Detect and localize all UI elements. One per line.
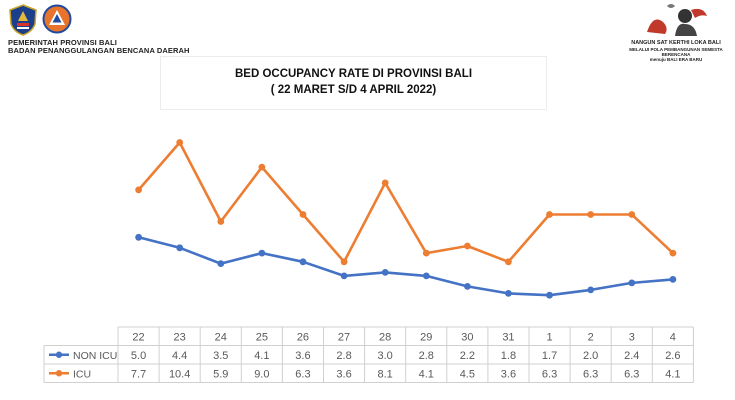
table-value-non-icu: 1.8 [501,350,516,362]
data-point-icu-1 [546,211,553,218]
data-point-icu-31 [505,258,512,266]
table-value-icu: 7.7 [131,368,146,380]
data-point-non-icu-26 [299,258,307,266]
x-tick-label: 27 [338,331,350,343]
bali-province-emblem-icon [9,4,37,36]
org-name-line1: PEMERINTAH PROVINSI BALI [8,38,117,47]
motto-subtitle-2: BERENCANA [661,52,691,57]
table-value-icu: 3.6 [501,368,516,380]
data-point-non-icu-29 [422,272,430,280]
x-tick-label: 24 [215,331,227,343]
x-tick-label: 29 [420,331,432,343]
motto-subtitle-1: MELALUI POLA PEMBANGUNAN SEMESTA [629,47,723,52]
table-value-non-icu: 2.8 [336,350,351,362]
table-value-icu: 10.4 [169,368,190,380]
table-value-icu: 6.3 [295,368,310,380]
motto-subtitle-3: menuju BALI ERA BARU [649,57,703,62]
header-left: PEMERINTAH PROVINSI BALI BADAN PENANGGUL… [8,4,248,55]
table-value-non-icu: 2.0 [583,350,598,362]
table-value-non-icu: 3.0 [378,350,393,362]
nangun-sat-kerthi-emblem-icon [647,4,707,36]
x-tick-label: 25 [256,331,268,343]
data-point-icu-3 [628,211,636,218]
legend-swatch-marker-icu [55,370,63,377]
table-value-non-icu: 3.6 [295,350,310,362]
table-value-icu: 6.3 [624,368,639,380]
data-point-non-icu-24 [217,260,225,267]
table-value-icu: 5.9 [213,368,228,380]
table-value-icu: 4.5 [460,368,475,380]
table-value-icu: 4.1 [665,368,680,380]
x-tick-label: 28 [379,331,391,343]
data-point-icu-26 [299,211,307,218]
table-value-non-icu: 1.7 [542,350,557,362]
data-point-icu-22 [135,186,143,194]
table-value-non-icu: 2.4 [624,350,639,362]
data-point-icu-27 [340,258,348,266]
x-tick-label: 31 [502,331,514,343]
data-point-icu-29 [422,249,430,257]
org-name-line2: BADAN PENANGGULANGAN BENCANA DAERAH [8,46,190,55]
x-tick-label: 22 [132,331,144,343]
motto-title: NANGUN SAT KERTHI LOKA BALI [631,40,721,46]
data-point-icu-2 [587,211,595,218]
data-point-icu-30 [464,242,471,250]
data-point-non-icu-1 [546,291,553,299]
data-point-icu-23 [176,139,184,146]
x-tick-label: 30 [461,331,473,343]
table-value-non-icu: 2.6 [665,350,680,362]
table-value-non-icu: 5.0 [131,350,146,362]
table-value-non-icu: 2.2 [460,350,475,362]
table-value-icu: 6.3 [542,368,557,380]
legend-label-non-icu: NON ICU [73,350,117,362]
x-tick-label: 26 [297,331,309,343]
chart-subtitle: ( 22 MARET S/D 4 APRIL 2022) [270,84,437,96]
x-tick-label: 23 [174,331,186,343]
legend-swatch-marker-non-icu [55,351,63,358]
chart-title: BED OCCUPANCY RATE DI PROVINSI BALI [234,68,473,80]
x-tick-label: 2 [588,331,594,343]
x-tick-label: 3 [629,331,635,343]
data-point-non-icu-4 [669,276,677,283]
x-tick-label: 1 [546,331,552,343]
data-point-non-icu-2 [587,286,595,294]
data-point-non-icu-22 [135,233,143,241]
table-value-non-icu: 4.4 [172,350,187,362]
chart-title-box: BED OCCUPANCY RATE DI PROVINSI BALI ( 22… [160,56,547,110]
table-value-icu: 6.3 [583,368,598,380]
table-value-non-icu: 2.8 [419,350,434,362]
data-point-non-icu-30 [464,283,471,290]
table-value-non-icu: 3.5 [213,350,228,362]
data-point-icu-28 [381,179,389,187]
table-value-icu: 8.1 [378,368,393,380]
data-point-non-icu-23 [176,244,184,252]
bpbd-emblem-icon [42,4,72,34]
table-value-icu: 4.1 [419,368,434,380]
data-point-non-icu-25 [258,249,266,257]
table-value-icu: 9.0 [254,368,269,380]
table-value-icu: 3.6 [336,368,351,380]
data-point-non-icu-31 [505,290,512,297]
series-line-icu [137,141,674,264]
header-right-motto: NANGUN SAT KERTHI LOKA BALI MELALUI POLA… [621,2,731,62]
data-point-non-icu-28 [381,269,389,276]
data-point-icu-4 [669,249,677,257]
data-point-icu-24 [217,218,225,225]
data-point-non-icu-3 [628,279,636,287]
series-line-non-icu [138,236,674,297]
data-point-non-icu-27 [340,272,348,280]
legend-label-icu: ICU [73,368,91,380]
data-point-icu-25 [258,163,266,171]
x-tick-label: 4 [670,331,676,343]
table-value-non-icu: 4.1 [254,350,269,362]
